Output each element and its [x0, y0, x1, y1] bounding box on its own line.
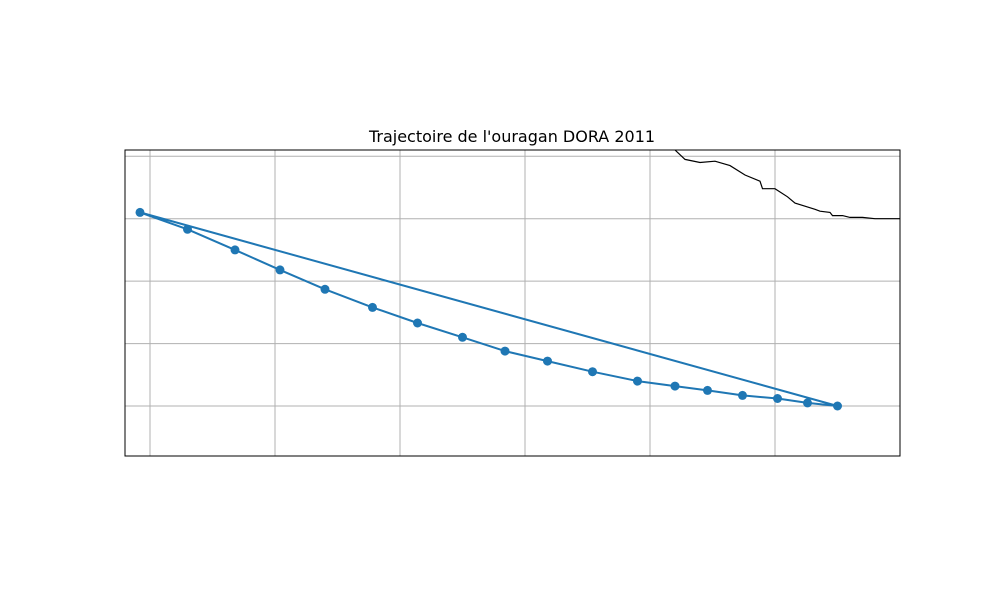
- track-point-7: [588, 367, 597, 377]
- coastline: [674, 150, 900, 220]
- track-point-2: [773, 394, 782, 403]
- track-point-9: [500, 346, 510, 356]
- track-series: [135, 207, 842, 411]
- track-line-0: [139, 211, 838, 407]
- track-point-12: [368, 302, 377, 312]
- track-point-14: [275, 265, 285, 275]
- track-point-4: [703, 385, 712, 395]
- coastline-path: [674, 150, 900, 220]
- track-point-6: [633, 376, 642, 386]
- track-point-5: [670, 381, 680, 391]
- track-point-1: [803, 398, 812, 408]
- track-point-3: [738, 390, 747, 400]
- track-point-17: [135, 207, 145, 217]
- track-point-16: [183, 224, 192, 234]
- grid-lines: [125, 150, 900, 456]
- track-point-8: [543, 356, 552, 366]
- track-point-15: [230, 245, 240, 255]
- plot-frame: [124, 149, 901, 457]
- chart-title: Trajectoire de l'ouragan DORA 2011: [368, 127, 655, 146]
- track-point-13: [320, 284, 330, 294]
- track-point-0: [833, 401, 842, 411]
- track-point-11: [413, 318, 422, 328]
- track-point-10: [458, 332, 467, 342]
